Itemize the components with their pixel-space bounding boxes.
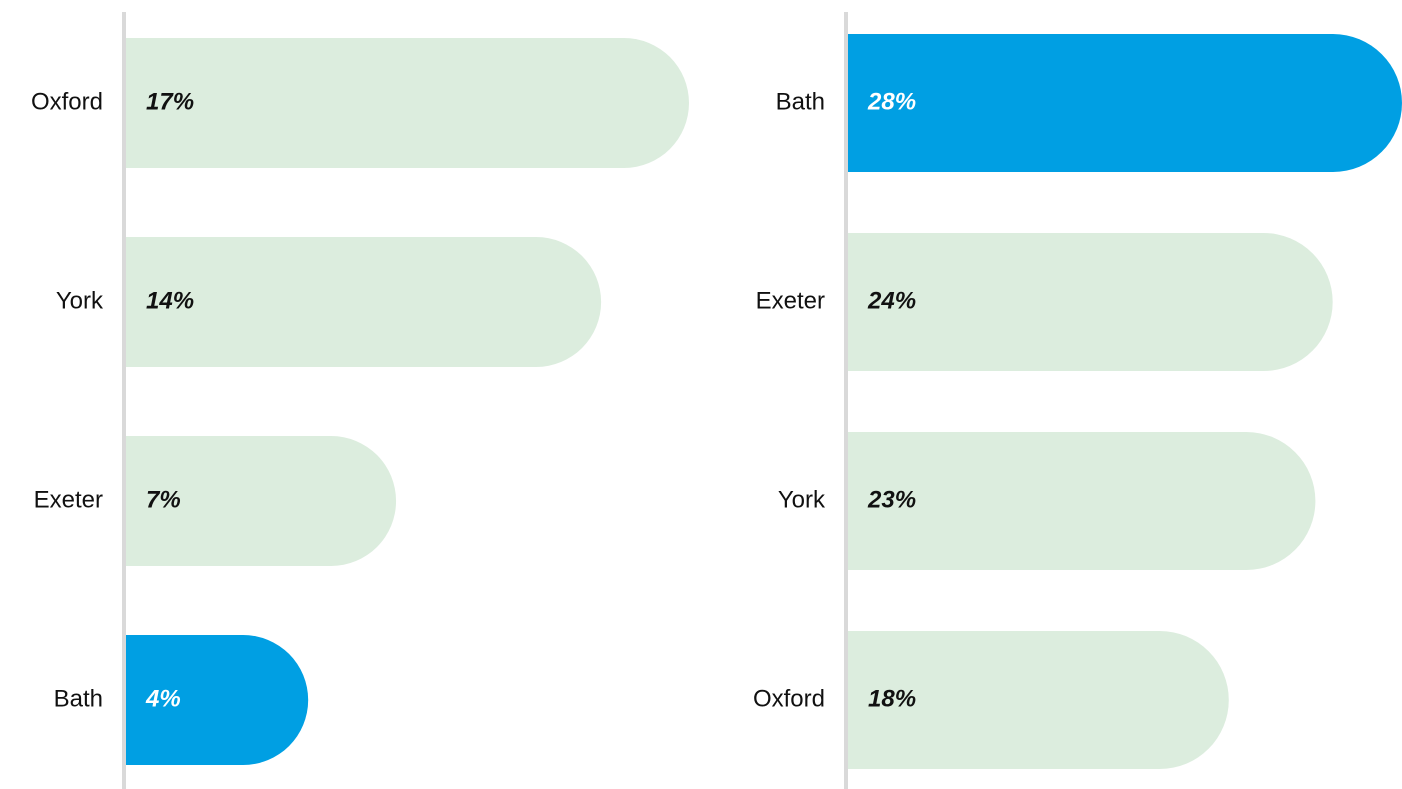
category-label: Bath xyxy=(776,88,825,115)
bar xyxy=(848,432,1316,570)
value-label: 23% xyxy=(867,486,916,513)
category-label: York xyxy=(56,287,104,314)
value-label: 18% xyxy=(868,685,916,712)
bar xyxy=(848,631,1229,769)
bar xyxy=(126,436,397,566)
value-label: 14% xyxy=(146,287,194,314)
value-label: 7% xyxy=(146,486,181,513)
category-label: York xyxy=(778,486,826,513)
value-label: 4% xyxy=(145,685,181,712)
bar xyxy=(126,38,689,168)
value-label: 17% xyxy=(146,88,194,115)
category-label: Oxford xyxy=(753,685,825,712)
category-label: Exeter xyxy=(34,486,103,513)
category-label: Oxford xyxy=(31,88,103,115)
bar xyxy=(126,237,602,367)
bar xyxy=(848,34,1402,172)
value-label: 24% xyxy=(867,287,916,314)
bar xyxy=(848,233,1333,371)
category-label: Bath xyxy=(54,685,103,712)
category-label: Exeter xyxy=(756,287,825,314)
value-label: 28% xyxy=(867,88,916,115)
bar xyxy=(126,635,309,765)
